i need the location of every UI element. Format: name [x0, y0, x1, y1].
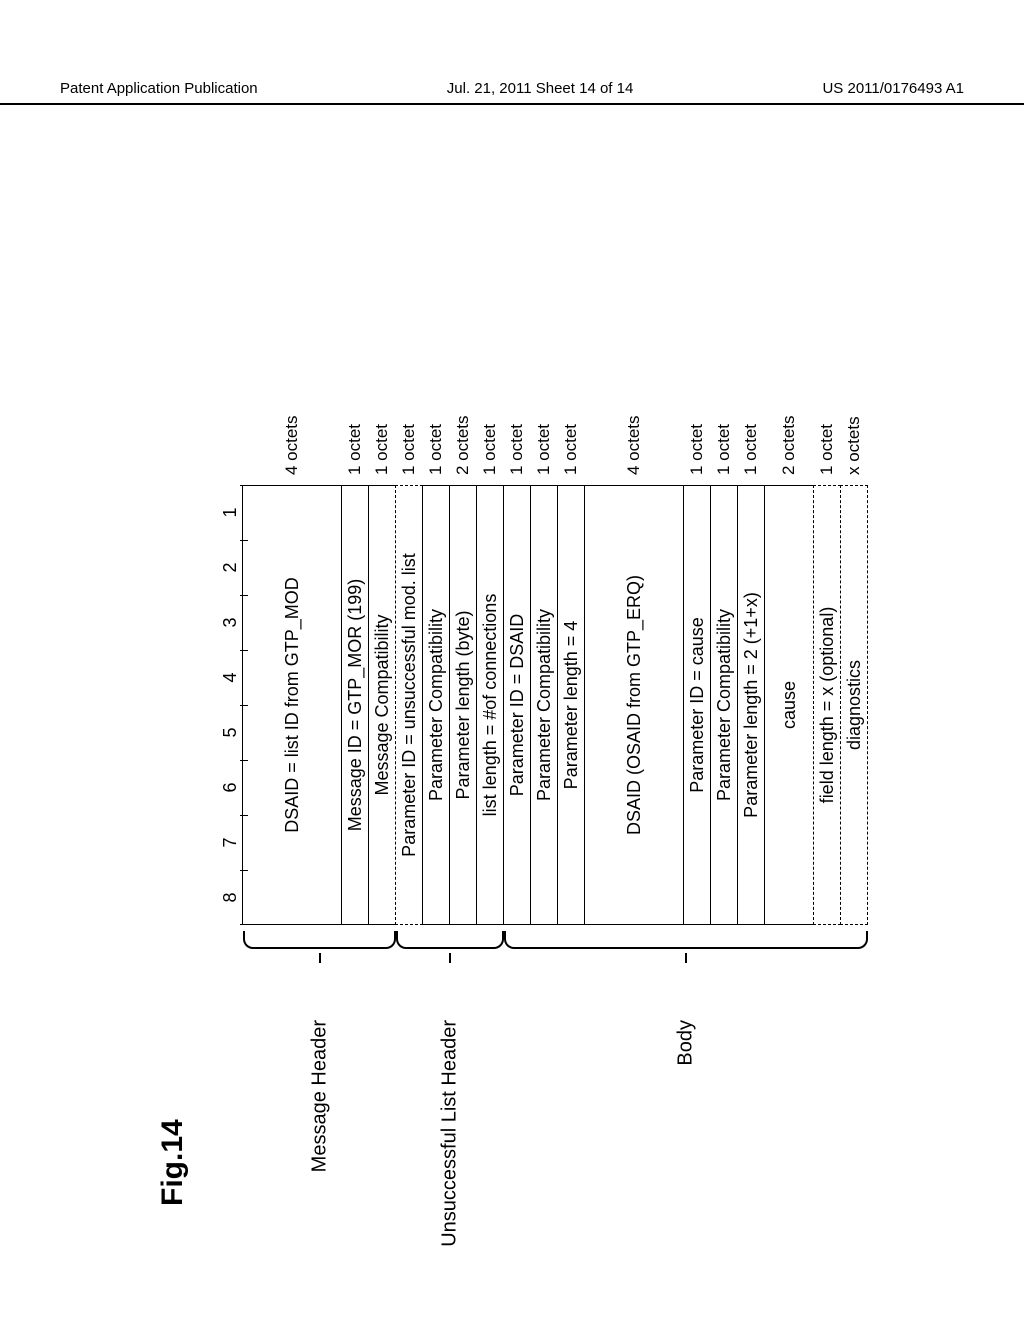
- section-label-col: Unsuccessful List Header: [396, 980, 504, 1210]
- field-cell: Parameter length = 4: [557, 485, 585, 925]
- field-cell: Parameter Compatibility: [530, 485, 558, 925]
- bracket-col: [504, 925, 868, 980]
- curly-bracket-icon: [396, 931, 504, 949]
- section-body: BodyParameter ID = DSAIDParameter Compat…: [504, 110, 868, 1210]
- octet-label: 4 octets: [584, 365, 684, 485]
- octet-col: 1 octet1 octet2 octets1 octet: [396, 365, 504, 485]
- field-cell: DSAID (OSAID from GTP_ERQ): [584, 485, 684, 925]
- message-format-diagram: 87654321 Message Header DSAID = list ID f…: [220, 110, 868, 1210]
- field-cell: field length = x (optional): [813, 485, 841, 925]
- octet-label: 1 octet: [422, 365, 450, 485]
- octet-col: 1 octet1 octet1 octet4 octets1 octet1 oc…: [504, 365, 868, 485]
- field-cell: Parameter ID = DSAID: [503, 485, 531, 925]
- octet-label: 1 octet: [710, 365, 738, 485]
- octet-label: 1 octet: [530, 365, 558, 485]
- octet-label: 1 octet: [341, 365, 369, 485]
- bit-column: 3: [220, 595, 241, 650]
- octet-label: x octets: [840, 365, 868, 485]
- cells-col: Parameter ID = DSAIDParameter Compatibil…: [504, 485, 868, 925]
- field-cell: list length = #of connections: [476, 485, 504, 925]
- section-label: Message Header: [308, 1020, 331, 1172]
- section-label: Unsuccessful List Header: [439, 1020, 462, 1247]
- octet-label: 1 octet: [557, 365, 585, 485]
- bit-column: 4: [220, 650, 241, 705]
- field-cell: diagnostics: [840, 485, 868, 925]
- bit-column: 7: [220, 815, 241, 870]
- section-label: Body: [675, 1020, 698, 1066]
- octet-label: 1 octet: [476, 365, 504, 485]
- field-cell: cause: [764, 485, 814, 925]
- field-cell: Message ID = GTP_MOR (199): [341, 485, 369, 925]
- field-cell: Parameter Compatibility: [710, 485, 738, 925]
- cells-col: Parameter ID = unsuccessful mod. listPar…: [396, 485, 504, 925]
- header-right: US 2011/0176493 A1: [822, 80, 964, 97]
- field-cell: Parameter Compatibility: [422, 485, 450, 925]
- octet-label: 1 octet: [737, 365, 765, 485]
- field-cell: DSAID = list ID from GTP_MOD: [242, 485, 342, 925]
- section-unsuccessful-list-header: Unsuccessful List Header Parameter ID = u…: [396, 110, 504, 1210]
- bit-column: 1: [220, 485, 241, 540]
- octet-label: 2 octets: [449, 365, 477, 485]
- curly-bracket-icon: [504, 931, 868, 949]
- bit-column: 2: [220, 540, 241, 595]
- curly-bracket-icon: [243, 931, 396, 949]
- bit-column: 5: [220, 705, 241, 760]
- field-cell: Message Compatibility: [368, 485, 396, 925]
- field-cell: Parameter ID = unsuccessful mod. list: [395, 485, 423, 925]
- octet-label: 2 octets: [764, 365, 814, 485]
- bracket-col: [396, 925, 504, 980]
- octet-label: 1 octet: [368, 365, 396, 485]
- figure-stage: Fig.14 87654321 Message Header DSAID = li…: [156, 110, 868, 1210]
- field-cell: Parameter length = 2 (+1+x): [737, 485, 765, 925]
- octet-label: 1 octet: [683, 365, 711, 485]
- page-header: Patent Application Publication Jul. 21, …: [0, 80, 1024, 105]
- octet-col: 4 octets1 octet1 octet: [243, 365, 396, 485]
- field-cell: Parameter ID = cause: [683, 485, 711, 925]
- bracket-col: [243, 925, 396, 980]
- octet-label: 1 octet: [813, 365, 841, 485]
- section-label-col: Message Header: [243, 980, 396, 1210]
- header-center: Jul. 21, 2011 Sheet 14 of 14: [447, 80, 634, 97]
- section-label-col: Body: [504, 980, 868, 1210]
- cells-col: DSAID = list ID from GTP_MODMessage ID =…: [243, 485, 396, 925]
- octet-label: 1 octet: [395, 365, 423, 485]
- bit-column: 6: [220, 760, 241, 815]
- bit-ruler: 87654321: [220, 485, 241, 925]
- field-cell: Parameter length (byte): [449, 485, 477, 925]
- bit-column: 8: [220, 870, 241, 925]
- octet-label: 1 octet: [503, 365, 531, 485]
- octet-label: 4 octets: [242, 365, 342, 485]
- figure-title: Fig.14: [156, 110, 190, 1206]
- header-left: Patent Application Publication: [60, 80, 258, 97]
- section-message-header: Message Header DSAID = list ID from GTP_M…: [243, 110, 396, 1210]
